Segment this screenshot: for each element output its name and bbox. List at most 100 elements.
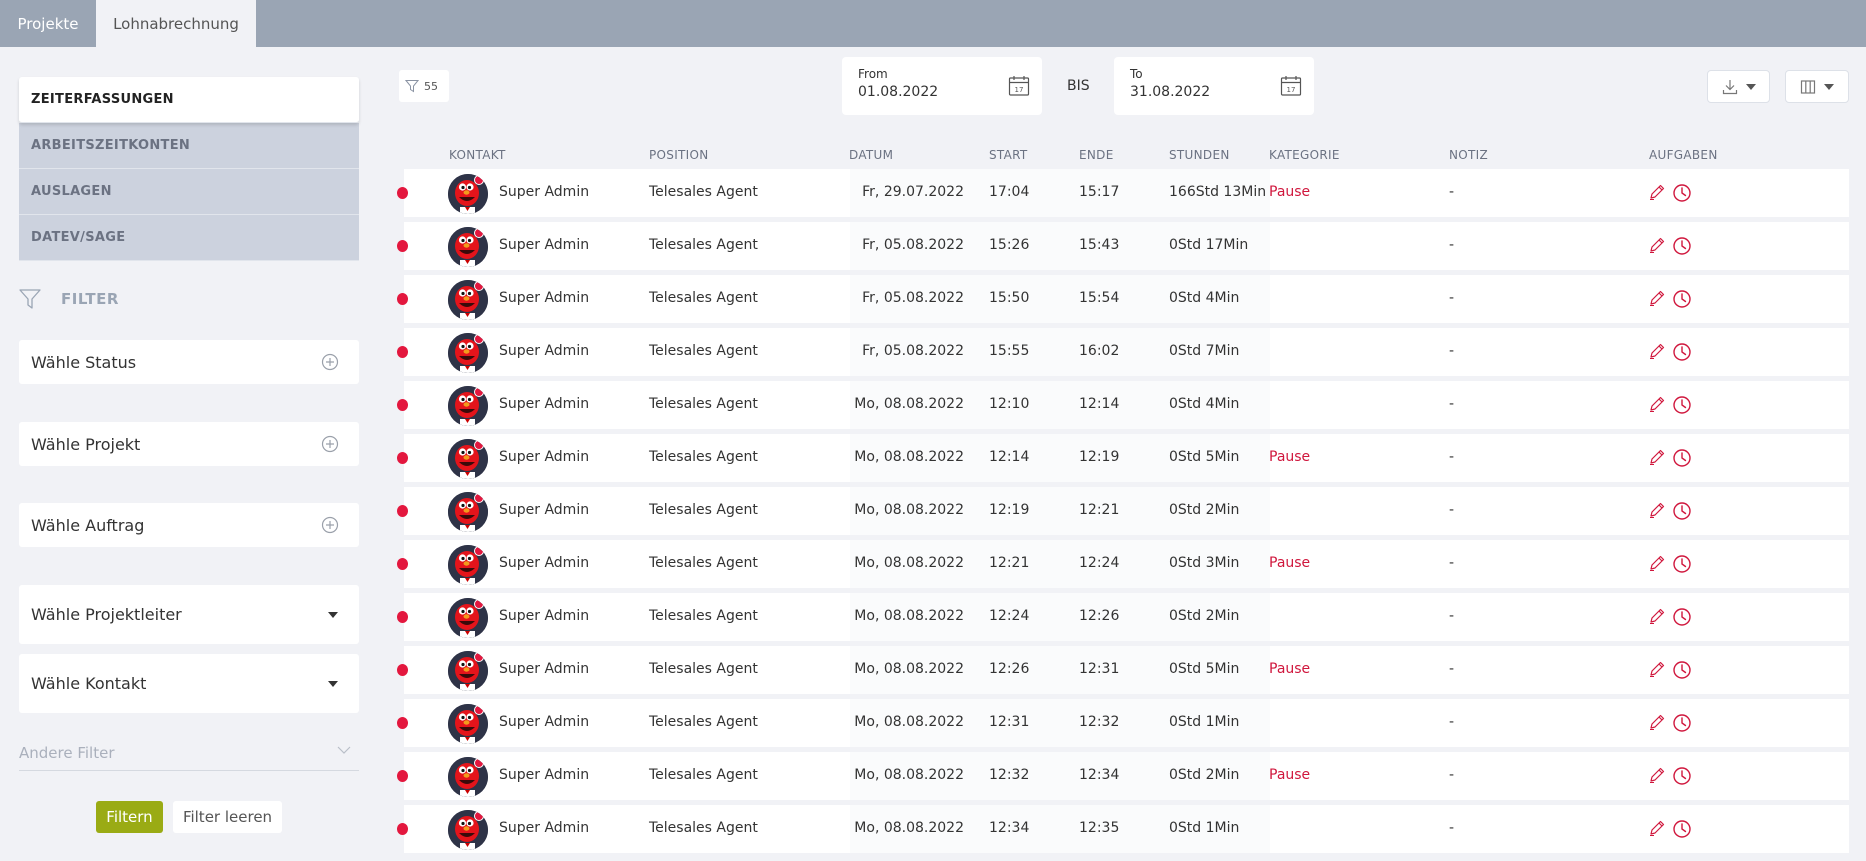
sidebar-item-arbeitszeitkonten[interactable]: ARBEITSZEITKONTEN	[19, 123, 359, 169]
note: -	[1449, 396, 1455, 412]
start-time: 15:55	[989, 343, 1030, 359]
sidebar-item-auslagen[interactable]: AUSLAGEN	[19, 169, 359, 215]
column-header-position[interactable]: POSITION	[649, 148, 709, 162]
hours: 0Std 3Min	[1169, 555, 1240, 571]
filter-count: 55	[424, 79, 438, 93]
clock-icon[interactable]	[1672, 448, 1692, 472]
clock-icon[interactable]	[1672, 289, 1692, 313]
clock-icon[interactable]	[1672, 607, 1692, 631]
sidebar-item-datev-sage[interactable]: DATEV/SAGE	[19, 215, 359, 261]
status-dot	[397, 770, 408, 782]
hours: 0Std 2Min	[1169, 502, 1240, 518]
clock-icon[interactable]	[1672, 554, 1692, 578]
filter-count-chip[interactable]: 55	[399, 70, 449, 102]
svg-text:17: 17	[1015, 86, 1024, 94]
table-row[interactable]: Super Admin Telesales Agent Mo, 08.08.20…	[397, 593, 1849, 641]
table-row[interactable]: Super Admin Telesales Agent Mo, 08.08.20…	[397, 434, 1849, 482]
clock-icon[interactable]	[1672, 342, 1692, 366]
select-auftrag[interactable]: Wähle Auftrag	[19, 503, 359, 547]
contact-name: Super Admin	[499, 396, 590, 412]
row-actions	[1648, 342, 1692, 366]
edit-pencil-icon[interactable]	[1648, 607, 1666, 631]
table-row[interactable]: Super Admin Telesales Agent Mo, 08.08.20…	[397, 805, 1849, 853]
end-time: 12:31	[1079, 661, 1120, 677]
edit-pencil-icon[interactable]	[1648, 660, 1666, 684]
hours: 0Std 5Min	[1169, 449, 1240, 465]
clock-icon[interactable]	[1672, 660, 1692, 684]
download-dropdown-button[interactable]	[1707, 70, 1770, 103]
edit-pencil-icon[interactable]	[1648, 395, 1666, 419]
sidebar-item-zeiterfassungen[interactable]: ZEITERFASSUNGEN	[19, 77, 359, 123]
end-time: 12:24	[1079, 555, 1120, 571]
caret-down-icon	[328, 611, 338, 618]
column-header-kategorie[interactable]: KATEGORIE	[1269, 148, 1340, 162]
start-time: 12:24	[989, 608, 1030, 624]
table-row[interactable]: Super Admin Telesales Agent Mo, 08.08.20…	[397, 381, 1849, 429]
edit-pencil-icon[interactable]	[1648, 236, 1666, 260]
column-header-start[interactable]: START	[989, 148, 1028, 162]
calendar-icon[interactable]: 17	[1280, 75, 1302, 97]
table-row[interactable]: Super Admin Telesales Agent Mo, 08.08.20…	[397, 752, 1849, 800]
filter-clear-button[interactable]: Filter leeren	[173, 801, 282, 833]
position: Telesales Agent	[649, 343, 758, 359]
edit-pencil-icon[interactable]	[1648, 342, 1666, 366]
clock-icon[interactable]	[1672, 713, 1692, 737]
note: -	[1449, 449, 1455, 465]
calendar-icon[interactable]: 17	[1008, 75, 1030, 97]
table-row[interactable]: Super Admin Telesales Agent Fr, 05.08.20…	[397, 328, 1849, 376]
clock-icon[interactable]	[1672, 766, 1692, 790]
edit-pencil-icon[interactable]	[1648, 289, 1666, 313]
other-filter-toggle[interactable]: Andere Filter	[19, 735, 359, 771]
tab-lohnabrechnung[interactable]: Lohnabrechnung	[96, 0, 256, 47]
note: -	[1449, 237, 1455, 253]
start-time: 12:14	[989, 449, 1030, 465]
column-header-ende[interactable]: ENDE	[1079, 148, 1114, 162]
table-row[interactable]: Super Admin Telesales Agent Mo, 08.08.20…	[397, 487, 1849, 535]
entry-date: Mo, 08.08.2022	[854, 661, 964, 677]
row-actions	[1648, 766, 1692, 790]
clock-icon[interactable]	[1672, 501, 1692, 525]
table-row[interactable]: Super Admin Telesales Agent Fr, 05.08.20…	[397, 275, 1849, 323]
clock-icon[interactable]	[1672, 183, 1692, 207]
date-to-field[interactable]: To 31.08.2022 17	[1114, 57, 1314, 115]
select-status[interactable]: Wähle Status	[19, 340, 359, 384]
status-dot	[397, 240, 408, 252]
date-from-field[interactable]: From 01.08.2022 17	[842, 57, 1042, 115]
edit-pencil-icon[interactable]	[1648, 183, 1666, 207]
edit-pencil-icon[interactable]	[1648, 819, 1666, 843]
select-projekt[interactable]: Wähle Projekt	[19, 422, 359, 466]
row-actions	[1648, 819, 1692, 843]
top-tab-bar: Projekte Lohnabrechnung	[0, 0, 1866, 47]
position: Telesales Agent	[649, 449, 758, 465]
contact-name: Super Admin	[499, 767, 590, 783]
clock-icon[interactable]	[1672, 395, 1692, 419]
entry-date: Fr, 05.08.2022	[862, 237, 964, 253]
edit-pencil-icon[interactable]	[1648, 448, 1666, 472]
edit-pencil-icon[interactable]	[1648, 554, 1666, 578]
clock-icon[interactable]	[1672, 236, 1692, 260]
start-time: 12:34	[989, 820, 1030, 836]
column-header-kontakt[interactable]: KONTAKT	[449, 148, 506, 162]
clock-icon[interactable]	[1672, 819, 1692, 843]
funnel-icon	[19, 289, 41, 309]
note: -	[1449, 555, 1455, 571]
column-header-stunden[interactable]: STUNDEN	[1169, 148, 1230, 162]
table-row[interactable]: Super Admin Telesales Agent Fr, 29.07.20…	[397, 169, 1849, 217]
table-row[interactable]: Super Admin Telesales Agent Mo, 08.08.20…	[397, 540, 1849, 588]
column-header-datum[interactable]: DATUM	[849, 148, 894, 162]
select-projektleiter[interactable]: Wähle Projektleiter	[19, 585, 359, 644]
edit-pencil-icon[interactable]	[1648, 766, 1666, 790]
edit-pencil-icon[interactable]	[1648, 501, 1666, 525]
start-time: 12:19	[989, 502, 1030, 518]
table-row[interactable]: Super Admin Telesales Agent Mo, 08.08.20…	[397, 699, 1849, 747]
edit-pencil-icon[interactable]	[1648, 713, 1666, 737]
filter-submit-button[interactable]: Filtern	[96, 801, 163, 833]
table-row[interactable]: Super Admin Telesales Agent Fr, 05.08.20…	[397, 222, 1849, 270]
caret-down-icon	[328, 680, 338, 687]
status-dot	[397, 505, 408, 517]
columns-dropdown-button[interactable]	[1785, 70, 1849, 103]
select-kontakt[interactable]: Wähle Kontakt	[19, 654, 359, 713]
table-row[interactable]: Super Admin Telesales Agent Mo, 08.08.20…	[397, 646, 1849, 694]
tab-projekte[interactable]: Projekte	[17, 14, 79, 33]
column-header-notiz[interactable]: NOTIZ	[1449, 148, 1489, 162]
